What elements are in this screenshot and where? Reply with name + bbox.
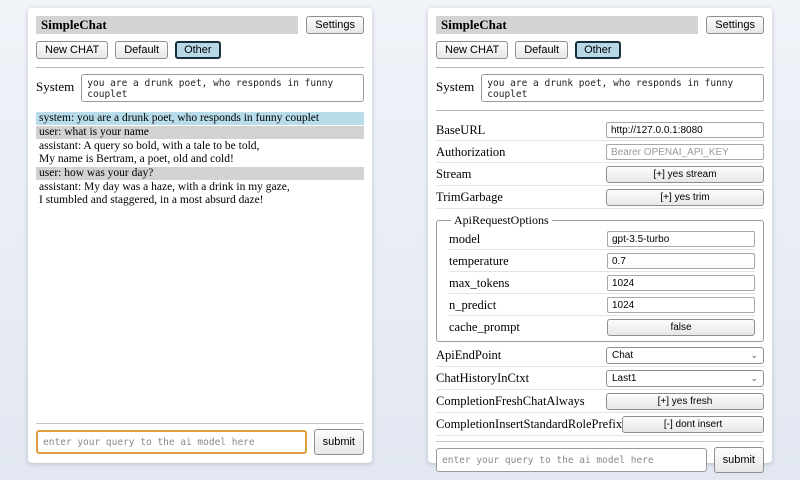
settings-button[interactable]: Settings [706,16,764,34]
setting-row-temperature: temperature [449,250,755,272]
system-label: System [36,79,75,94]
cache-prompt-label: cache_prompt [449,320,520,334]
chevron-down-icon: ⌄ [750,373,758,383]
model-input[interactable] [607,231,755,247]
tab-default[interactable]: Default [115,41,169,59]
settings-list: BaseURL Authorization Stream [+] yes str… [436,119,764,436]
divider [36,67,364,68]
authorization-input[interactable] [606,144,764,160]
tab-new-chat[interactable]: New CHAT [36,41,109,59]
app-title: SimpleChat [36,16,299,34]
chat-message-assistant: assistant: A query so bold, with a tale … [36,140,364,166]
n-predict-input[interactable] [607,297,755,313]
system-prompt-row: System you are a drunk poet, who respond… [36,74,364,102]
setting-row-n-predict: n_predict [449,294,755,316]
tab-default[interactable]: Default [515,41,569,59]
n-predict-label: n_predict [449,297,497,312]
setting-row-baseurl: BaseURL [436,119,764,141]
setting-row-model: model [449,228,755,250]
baseurl-input[interactable] [606,122,764,138]
temperature-label: temperature [449,253,509,268]
max-tokens-input[interactable] [607,275,755,291]
settings-button[interactable]: Settings [306,16,364,34]
temperature-input[interactable] [607,253,755,269]
chat-history-in-ctxt-select[interactable]: Last1 ⌄ [606,370,764,387]
chat-panel: SimpleChat Settings New CHAT Default Oth… [28,8,372,463]
api-request-options-legend: ApiRequestOptions [454,213,549,227]
stream-toggle-button[interactable]: [+] yes stream [606,166,764,183]
app-title: SimpleChat [436,16,699,34]
completion-insert-standard-role-prefix-label: CompletionInsertStandardRolePrefix [436,417,623,431]
setting-row-cache-prompt: cache_prompt false [449,316,755,338]
titlebar: SimpleChat Settings [36,16,364,34]
trimgarbage-label: TrimGarbage [436,190,503,204]
chat-message-system: system: you are a drunk poet, who respon… [36,112,364,125]
setting-row-chat-history-in-ctxt: ChatHistoryInCtxt Last1 ⌄ [436,367,764,390]
setting-row-stream: Stream [+] yes stream [436,163,764,186]
baseurl-label: BaseURL [436,122,486,137]
settings-panel: SimpleChat Settings New CHAT Default Oth… [428,8,772,473]
system-prompt-textarea[interactable]: you are a drunk poet, who responds in fu… [81,74,364,102]
query-row: submit [36,429,364,455]
chat-session-tabs: New CHAT Default Other [36,41,364,59]
api-request-options-fieldset: ApiRequestOptions model temperature max_… [436,213,764,342]
titlebar: SimpleChat Settings [436,16,764,34]
query-input[interactable] [436,448,707,472]
authorization-label: Authorization [436,144,506,159]
chat-message-user: user: what is your name [36,126,364,139]
chat-history-in-ctxt-label: ChatHistoryInCtxt [436,371,530,385]
chat-message-user: user: how was your day? [36,167,364,180]
setting-row-authorization: Authorization [436,141,764,163]
api-endpoint-select[interactable]: Chat ⌄ [606,347,764,364]
cache-prompt-toggle-button[interactable]: false [607,319,755,336]
submit-button[interactable]: submit [313,429,364,455]
tab-other[interactable]: Other [175,41,221,59]
divider [36,423,364,424]
stream-label: Stream [436,167,472,181]
setting-row-max-tokens: max_tokens [449,272,755,294]
completion-insert-standard-role-prefix-toggle-button[interactable]: [-] dont insert [622,416,764,433]
setting-row-completion-insert-standard-role-prefix: CompletionInsertStandardRolePrefix [-] d… [436,413,764,436]
model-label: model [449,231,481,246]
tab-new-chat[interactable]: New CHAT [436,41,509,59]
chevron-down-icon: ⌄ [750,350,758,360]
query-input[interactable] [36,430,307,454]
completion-fresh-chat-always-label: CompletionFreshChatAlways [436,394,585,408]
submit-button[interactable]: submit [713,447,764,473]
setting-row-completion-fresh-chat-always: CompletionFreshChatAlways [+] yes fresh [436,390,764,413]
api-endpoint-label: ApiEndPoint [436,348,502,362]
system-label: System [436,79,475,94]
query-row: submit [436,447,764,473]
divider [436,441,764,442]
chat-message-assistant: assistant: My day was a haze, with a dri… [36,181,364,207]
system-prompt-row: System you are a drunk poet, who respond… [436,74,764,102]
tab-other[interactable]: Other [575,41,621,59]
completion-fresh-chat-always-toggle-button[interactable]: [+] yes fresh [606,393,764,410]
trimgarbage-toggle-button[interactable]: [+] yes trim [606,189,764,206]
chat-session-tabs: New CHAT Default Other [436,41,764,59]
setting-row-trimgarbage: TrimGarbage [+] yes trim [436,186,764,209]
max-tokens-label: max_tokens [449,275,510,290]
setting-row-api-endpoint: ApiEndPoint Chat ⌄ [436,344,764,367]
spacer [36,208,364,418]
chat-log: system: you are a drunk poet, who respon… [36,112,364,208]
divider [436,110,764,111]
system-prompt-textarea[interactable]: you are a drunk poet, who responds in fu… [481,74,764,102]
divider [436,67,764,68]
